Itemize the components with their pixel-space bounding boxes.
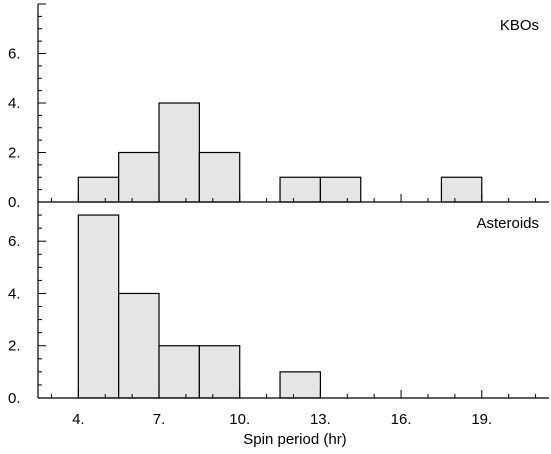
kbo-bar-5 [319, 176, 362, 203]
x-tick-label: 4. [72, 411, 85, 428]
kbo-y-tick-label: 4. [8, 95, 21, 112]
x-tick-label: 10. [229, 411, 250, 428]
kbo-bar-6 [440, 176, 483, 203]
asteroid-bar-4 [279, 371, 321, 399]
asteroid-y-tick-label: 2. [8, 338, 21, 355]
asteroid-bar-3 [198, 345, 241, 399]
asteroid-bar-2 [158, 345, 200, 399]
asteroid-y-tick-label: 4. [8, 285, 21, 302]
x-tick-label: 13. [310, 411, 331, 428]
kbo-y-tick-label: 0. [8, 194, 21, 211]
asteroid-panel-label: Asteroids [476, 215, 539, 232]
asteroid-y-tick-label: 6. [8, 233, 21, 250]
x-axis-title: Spin period (hr) [243, 431, 346, 448]
kbo-y-tick-label: 6. [8, 46, 21, 63]
kbo-y-tick-label: 2. [8, 145, 21, 162]
kbo-bar-0 [77, 176, 120, 203]
asteroid-panel: 0. 2. 4. 6. Asteroids [8, 201, 549, 407]
kbo-bar-1 [118, 151, 160, 203]
asteroid-y-tick-label: 0. [8, 390, 21, 407]
kbo-panel-label: KBOs [500, 17, 539, 34]
kbo-bar-4 [279, 176, 321, 203]
kbo-bar-3 [198, 151, 241, 203]
x-tick-label: 19. [471, 411, 492, 428]
x-tick-label: 16. [391, 411, 412, 428]
kbo-bar-2 [158, 102, 200, 203]
asteroid-bar-1 [118, 292, 160, 399]
asteroid-bar-0 [77, 214, 120, 399]
x-tick-label: 7. [153, 411, 166, 428]
kbo-panel: 0. 2. 4. 6. KBOs [8, 3, 549, 211]
